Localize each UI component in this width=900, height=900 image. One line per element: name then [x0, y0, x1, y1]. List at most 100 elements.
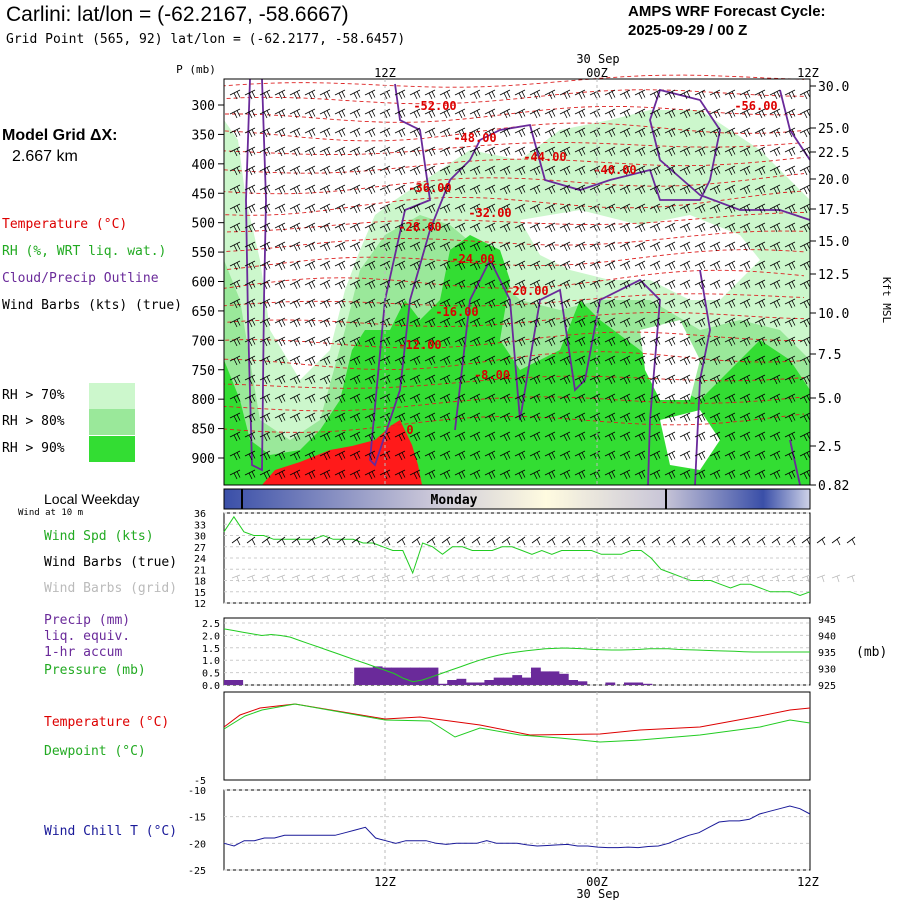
- wind-barb: [394, 165, 406, 176]
- wind-barb: [709, 184, 721, 195]
- temperature-contour-label: -12.00: [398, 338, 441, 352]
- wind-barb: [289, 146, 301, 157]
- weekday-label: Local Weekday: [44, 491, 140, 507]
- model-grid-label: Model Grid ΔX:: [2, 127, 118, 144]
- wind-barb: [754, 184, 766, 195]
- surface-wind-barb-grid: [351, 574, 361, 583]
- wind-barb: [649, 89, 661, 100]
- wind-barb: [589, 279, 601, 290]
- wind-barb: [229, 241, 241, 252]
- pressure-unit-label: (mb): [856, 645, 888, 660]
- wind-barb: [769, 317, 781, 328]
- wind-barb: [769, 241, 781, 252]
- surface-wind-barb-grid: [411, 574, 421, 583]
- wind-barb: [769, 184, 781, 195]
- wind-barb: [409, 393, 421, 404]
- wind-barb: [574, 222, 586, 233]
- wind-barb: [424, 355, 436, 366]
- wind-barb: [364, 279, 376, 290]
- wind-barb: [244, 260, 256, 271]
- pressure-tick-label: 930: [818, 665, 836, 676]
- top-tick-00z: 00Z: [586, 66, 608, 80]
- wind-barb: [499, 127, 511, 138]
- wind-barb: [544, 108, 556, 119]
- wind-barb: [454, 184, 466, 195]
- wind-barb: [589, 165, 601, 176]
- wind-barb: [229, 184, 241, 195]
- wind-barb: [604, 412, 616, 423]
- wind-barb: [304, 355, 316, 366]
- wind-barb: [739, 222, 751, 233]
- wind-barb: [769, 393, 781, 404]
- wind-barb: [409, 279, 421, 290]
- wind-barb: [499, 298, 511, 309]
- wind-barb: [649, 279, 661, 290]
- wind-barb: [289, 184, 301, 195]
- wind-barb: [229, 412, 241, 423]
- wind-barb: [604, 450, 616, 461]
- surface-wind-barb-true: [561, 536, 571, 546]
- wind-barb: [229, 374, 241, 385]
- wind-barb: [514, 279, 526, 290]
- wind-barb: [709, 317, 721, 328]
- wind-barb: [559, 203, 571, 214]
- wind-barb: [559, 260, 571, 271]
- wind-barb: [514, 374, 526, 385]
- surface-wind-barb-grid: [741, 574, 751, 583]
- wind-barb: [784, 412, 796, 423]
- wind-barb: [529, 108, 541, 119]
- surface-wind-barb-grid: [336, 574, 346, 583]
- wind-barb: [754, 279, 766, 290]
- wind-barb: [634, 279, 646, 290]
- grid-point-subtitle: Grid Point (565, 92) lat/lon = (-62.2177…: [6, 32, 406, 47]
- rh70-swatch: [89, 383, 135, 409]
- wind-barb: [664, 241, 676, 252]
- legend-temperature: Temperature (°C): [2, 217, 128, 232]
- wind-barb: [499, 222, 511, 233]
- height-tick-label: 5.0: [818, 392, 841, 407]
- wind-barb: [439, 374, 451, 385]
- wind-barb: [514, 317, 526, 328]
- wind-barb: [664, 222, 676, 233]
- wind-barb: [349, 431, 361, 442]
- precip-bar: [512, 675, 523, 685]
- wind-barb: [424, 431, 436, 442]
- chill-panel-frame: [223, 789, 811, 871]
- wind-barb: [484, 127, 496, 138]
- precip-tick-label: 1.0: [202, 656, 220, 667]
- wind-barb: [679, 203, 691, 214]
- temperature-contour-label: -40.00: [593, 163, 636, 177]
- pressure-tick-label: 800: [192, 393, 215, 408]
- wind-barb: [424, 450, 436, 461]
- wind-barb: [784, 165, 796, 176]
- wind-barb: [544, 374, 556, 385]
- wind-barb: [499, 374, 511, 385]
- wind-barb: [559, 374, 571, 385]
- wind-barb: [469, 336, 481, 347]
- wind-spd-tick-label: 15: [194, 588, 206, 599]
- wind-barb: [544, 469, 556, 480]
- wind-barb: [319, 241, 331, 252]
- wind-barb: [304, 184, 316, 195]
- wind-barb: [619, 222, 631, 233]
- wind-barb: [784, 184, 796, 195]
- wind-barb: [289, 412, 301, 423]
- wind-barb: [469, 279, 481, 290]
- wind-barb: [454, 165, 466, 176]
- wind-barb: [754, 89, 766, 100]
- wind-barb: [619, 165, 631, 176]
- wind-barb: [739, 203, 751, 214]
- wind-barb: [574, 165, 586, 176]
- wind-barb: [514, 203, 526, 214]
- wind-barb: [754, 374, 766, 385]
- wind-barb: [664, 393, 676, 404]
- wind-barb: [484, 241, 496, 252]
- wind-at-10m-note: Wind at 10 m: [18, 508, 84, 518]
- wind-barb: [709, 355, 721, 366]
- wind-barb: [394, 260, 406, 271]
- wind-barb: [334, 336, 346, 347]
- wind-spd-label: Wind Spd (kts): [44, 529, 154, 544]
- wind-barb: [679, 165, 691, 176]
- wind-barb: [679, 279, 691, 290]
- wind-barb: [604, 317, 616, 328]
